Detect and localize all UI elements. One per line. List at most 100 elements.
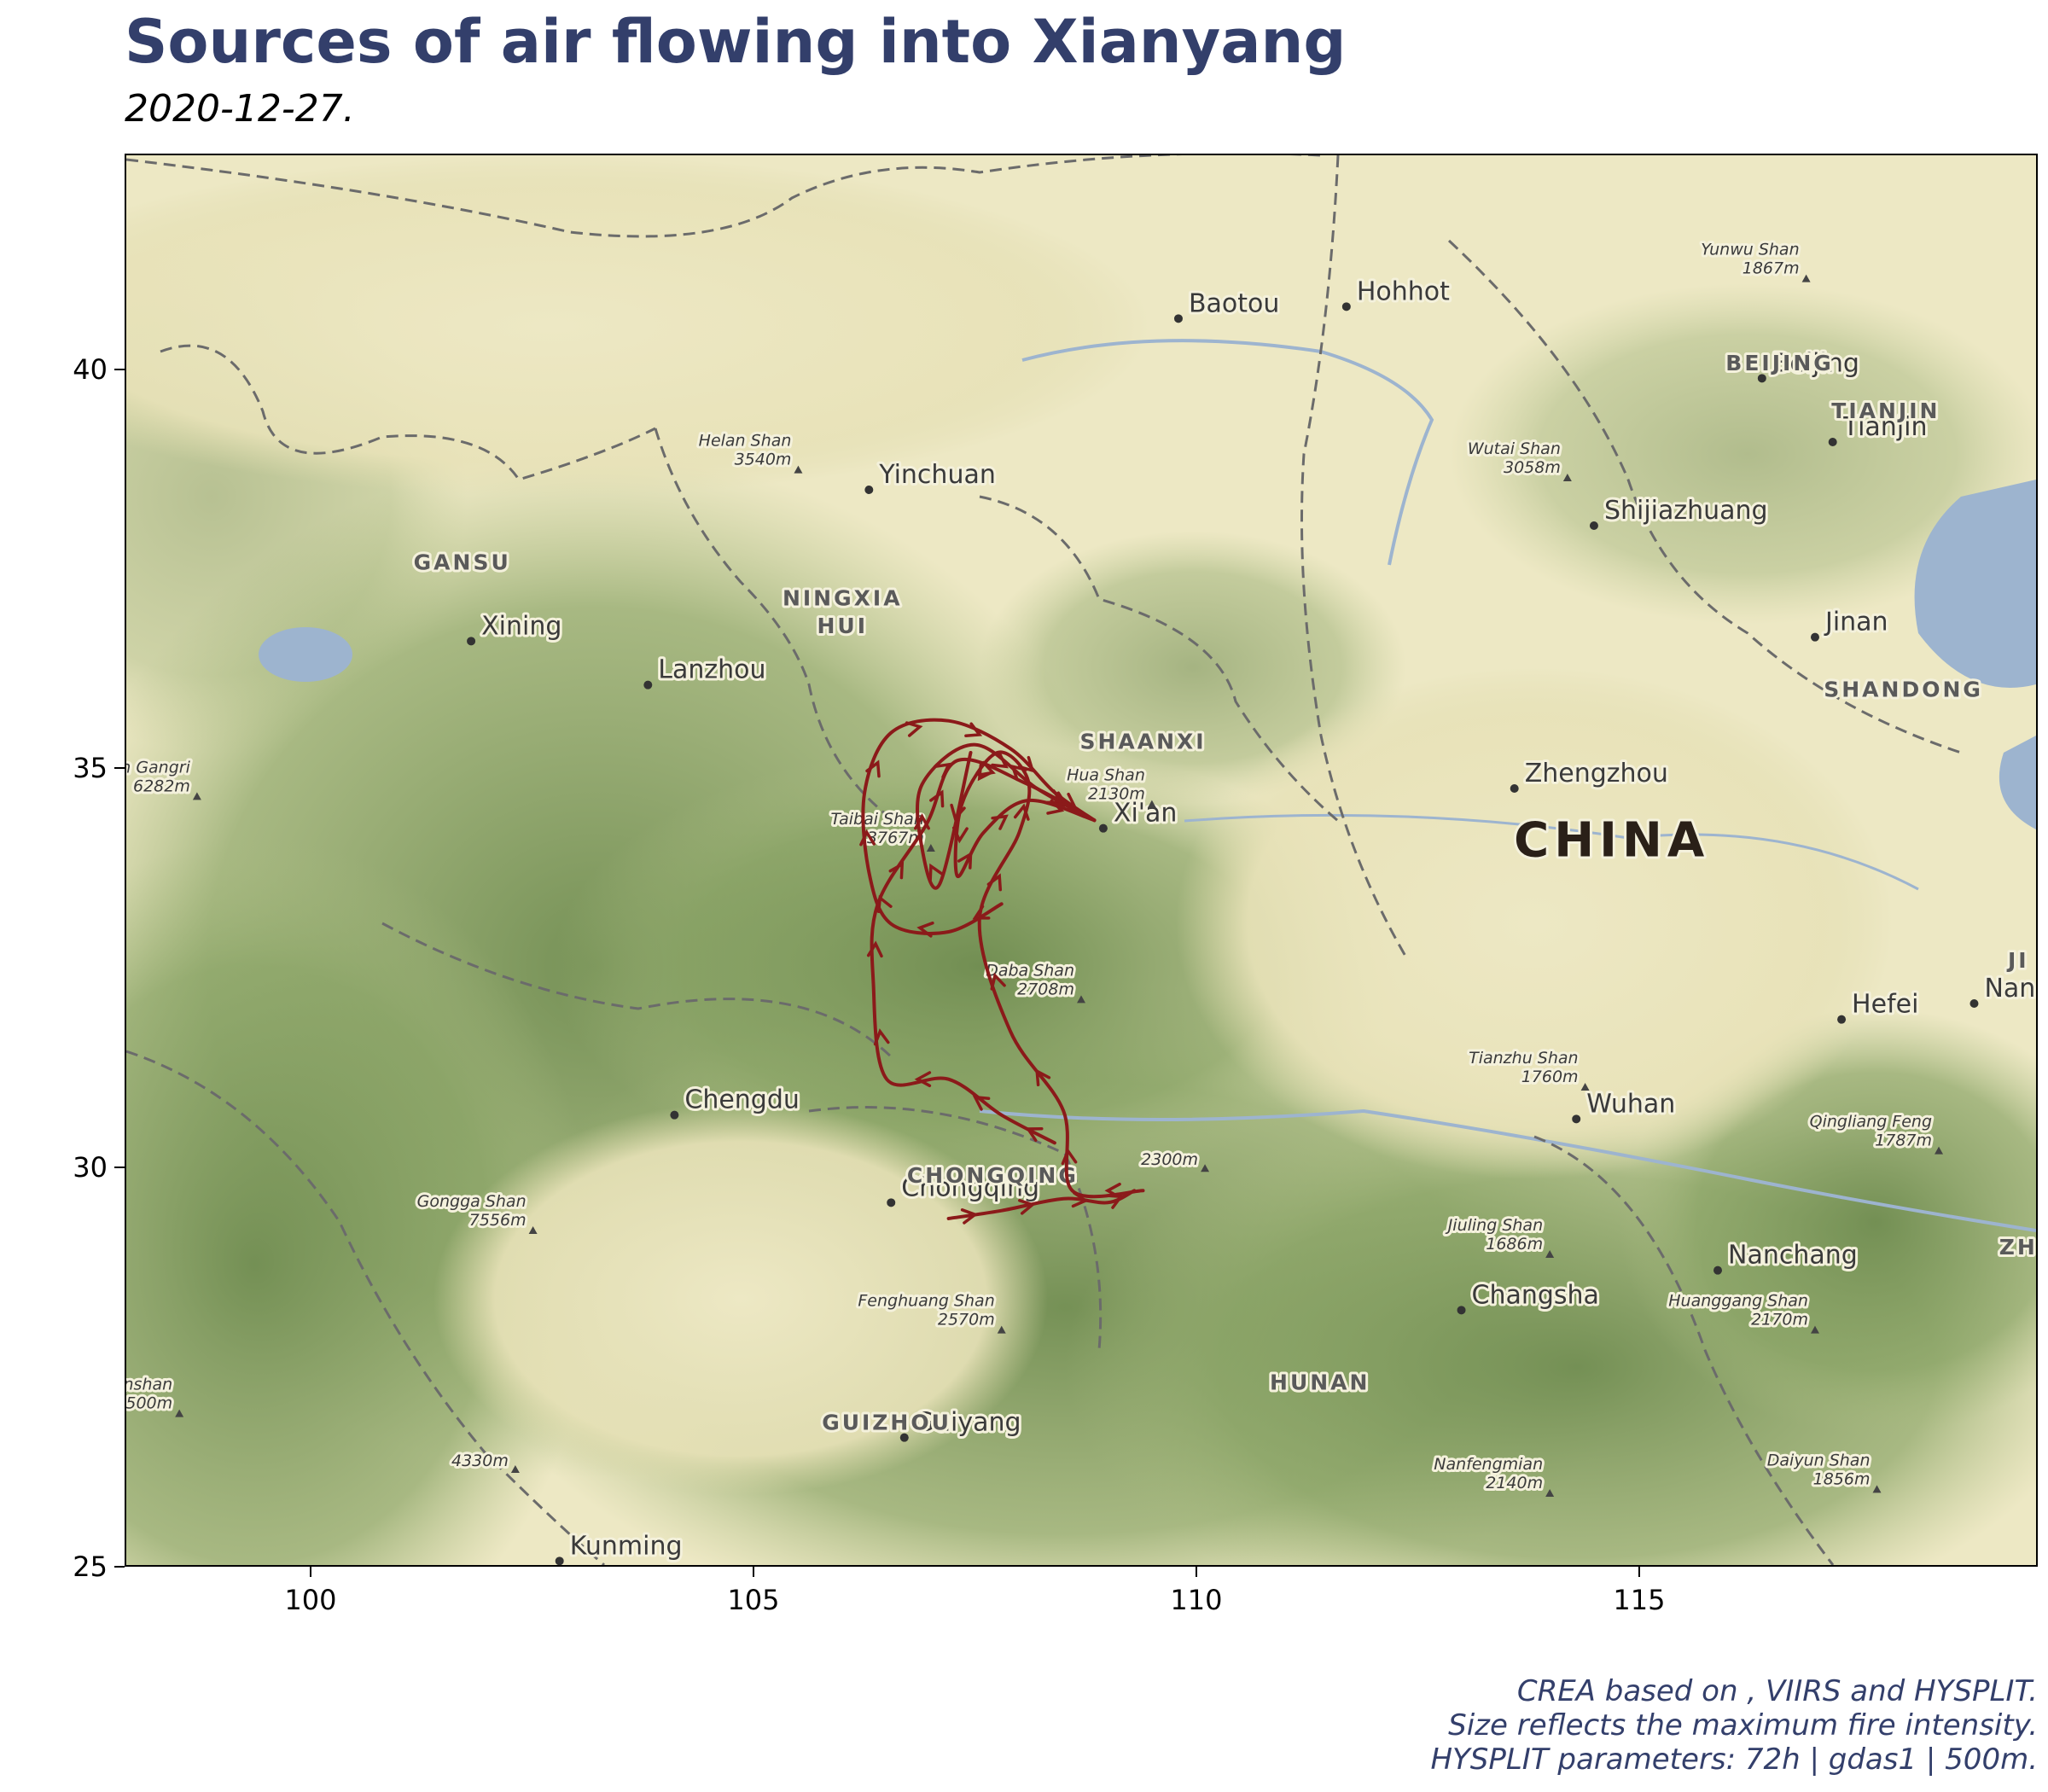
y-tick-label: 35	[73, 752, 108, 785]
city-marker	[1713, 1265, 1722, 1275]
peak-marker	[510, 1465, 520, 1473]
city-marker	[1810, 632, 1819, 642]
trajectory-arrow	[1050, 791, 1069, 806]
city-shijiazhuang: Shijiazhuang	[1589, 493, 1771, 530]
city-nanchang: Nanchang	[1713, 1238, 1860, 1275]
y-tick-mark	[114, 1566, 125, 1568]
map-panel[interactable]: Baotou Hohhot Beijing Tianjin Yinchuan Shijia…	[125, 154, 2038, 1567]
peak-label: Laotzyunshan4500m	[126, 1373, 184, 1417]
chart-subtitle: 2020-12-27.	[125, 87, 355, 131]
province-label: TIANJIN	[1831, 399, 1940, 423]
trajectory-arrow	[859, 829, 876, 847]
city-label: Baotou	[1189, 288, 1279, 318]
city-chongqing: Chongqing	[887, 1170, 1042, 1207]
province-label: GANSU	[414, 550, 511, 574]
peak-elevation: 6282m	[133, 777, 190, 795]
trajectory-arrow	[1104, 1182, 1121, 1199]
trajectory-arrow	[964, 722, 983, 737]
peak-marker	[794, 465, 803, 474]
city-tianjin: Tianjin	[1828, 410, 1930, 446]
province-label: JI	[2006, 948, 2029, 973]
peak-label: 4330m	[449, 1449, 520, 1473]
trajectory-arrow	[914, 813, 930, 830]
peak-name: Jiuling Shan	[1445, 1216, 1543, 1235]
peak-name: Daba Shan	[986, 961, 1074, 980]
city-chengdu: Chengdu	[670, 1083, 802, 1120]
caption-line-3: HYSPLIT parameters: 72h | gdas1 | 500m.	[1430, 1743, 2038, 1777]
caption-line-1: CREA based on , VIIRS and HYSPLIT.	[1516, 1674, 2038, 1708]
x-tick-label: 100	[284, 1584, 337, 1616]
peak-elevation: 2570m	[938, 1311, 995, 1329]
peak-elevation: 1856m	[1813, 1469, 1871, 1488]
y-tick-mark	[114, 767, 125, 770]
caption-line-2: Size reflects the maximum fire intensity…	[1448, 1708, 2038, 1743]
x-tick-mark	[1195, 1567, 1197, 1577]
peak-elevation: 1760m	[1521, 1068, 1579, 1086]
peak-marker	[1562, 474, 1572, 481]
peak-elevation: 1867m	[1743, 259, 1800, 278]
city-wuhan: Wuhan	[1572, 1086, 1678, 1124]
trajectory-arrow	[990, 972, 1006, 991]
country-label: CHINA	[1514, 812, 1709, 868]
chart-title: Sources of air flowing into Xianyang	[125, 7, 1347, 77]
peak-marker	[926, 844, 935, 852]
peak-elevation: 1686m	[1486, 1235, 1543, 1254]
peak-name: Qingliang Feng	[1810, 1113, 1932, 1132]
terrain-basemap	[126, 155, 2036, 1565]
y-tick-label: 40	[73, 352, 108, 386]
city-label: Xining	[481, 611, 561, 641]
peak-elevation: 2300m	[1141, 1150, 1198, 1169]
city-label: Hohhot	[1357, 276, 1450, 306]
city-label: Shijiazhuang	[1604, 496, 1768, 526]
province-label: BEIJING	[1725, 351, 1833, 375]
city-marker	[467, 637, 476, 646]
city-label: Hefei	[1852, 990, 1918, 1020]
peak-name: Hua Shan	[1067, 766, 1145, 785]
y-tick-mark	[114, 1167, 125, 1169]
x-tick-mark	[1638, 1567, 1640, 1577]
city-jinan: Jinan	[1810, 605, 1891, 642]
trajectory-arrow	[905, 721, 923, 737]
city-marker	[555, 1556, 564, 1565]
peak-marker	[1147, 800, 1156, 808]
trajectory-arrow	[991, 753, 1009, 769]
city-marker	[1837, 1015, 1847, 1024]
city-label: Lanzhou	[658, 655, 765, 685]
trajectory-3	[870, 757, 1097, 1145]
trajectory-5	[916, 742, 1097, 890]
trajectory-4	[953, 750, 1145, 1199]
city-label: Nan	[1984, 974, 2035, 1004]
peak-elevation: 3540m	[735, 451, 792, 469]
trajectory-arrow	[986, 873, 1003, 892]
city-marker	[887, 1198, 896, 1207]
peak-name: Tianzhu Shan	[1469, 1049, 1578, 1068]
trajectory-arrow	[866, 940, 883, 958]
x-tick-label: 110	[1170, 1584, 1223, 1616]
province-borders	[126, 155, 1962, 1565]
peak-marker	[1810, 1325, 1819, 1334]
map-canvas[interactable]: Baotou Hohhot Beijing Tianjin Yinchuan Shijia…	[126, 155, 2036, 1565]
peak-name: Daiyun Shan	[1767, 1451, 1871, 1469]
province-label: GUIZHOU	[822, 1410, 951, 1434]
trajectory-arrow	[916, 921, 934, 938]
trajectory-arrow	[951, 826, 969, 844]
city-xian: Xi'an	[1098, 796, 1179, 833]
peak-elevation: 3058m	[1504, 458, 1561, 477]
peak-name: Gongga Shan	[417, 1192, 527, 1211]
city-marker	[1510, 784, 1519, 793]
peak-label: 2300m	[1138, 1148, 1210, 1172]
city-marker	[1589, 521, 1598, 530]
city-label: Beijing	[1772, 348, 1859, 378]
peak-name: Nanfengmian	[1434, 1455, 1543, 1474]
trajectory-arrow	[929, 789, 945, 808]
city-marker	[899, 1433, 909, 1442]
